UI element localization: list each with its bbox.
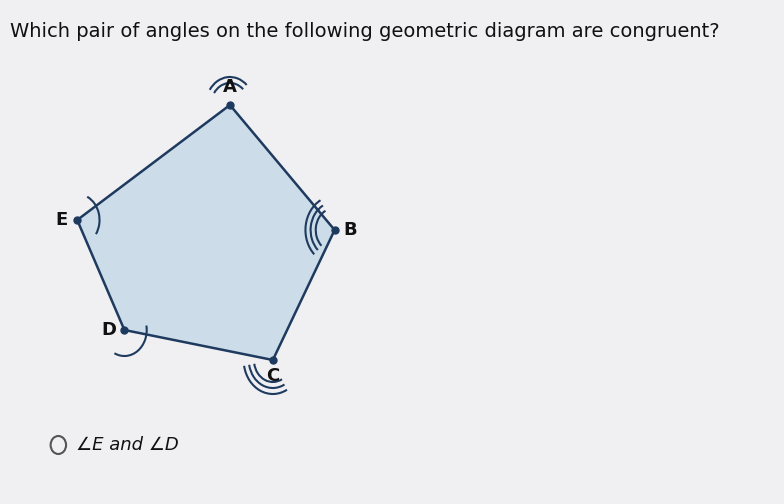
Polygon shape [77, 105, 335, 360]
Text: C: C [267, 367, 279, 385]
Text: D: D [101, 321, 117, 339]
Text: B: B [343, 221, 357, 239]
Text: ∠E and ∠D: ∠E and ∠D [75, 436, 178, 454]
Text: E: E [56, 211, 68, 229]
Text: Which pair of angles on the following geometric diagram are congruent?: Which pair of angles on the following ge… [10, 22, 720, 41]
Text: A: A [223, 78, 237, 96]
